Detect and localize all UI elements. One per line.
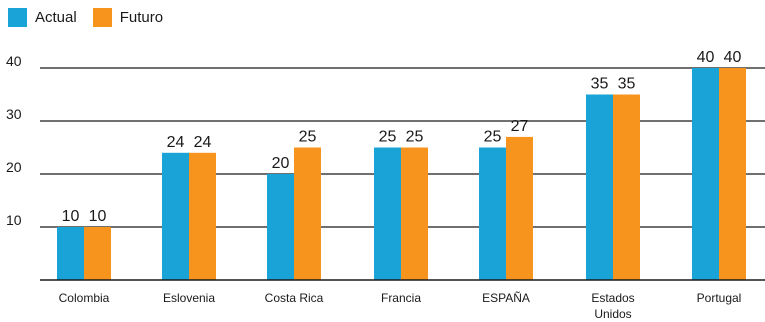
data-label-futuro: 27 [511,118,529,135]
bar-actual [57,227,84,280]
x-tick-label: Estados [591,291,634,305]
bar-actual [692,68,719,280]
legend-label-actual: Actual [35,9,77,26]
data-label-actual: 40 [697,49,715,66]
x-tick-label: Portugal [697,291,742,305]
x-tick-label: Eslovenia [163,291,215,305]
legend: Actual Futuro [8,8,163,27]
bar-actual [586,94,613,280]
legend-item-futuro: Futuro [92,8,164,27]
data-label-futuro: 24 [194,134,212,151]
bar-futuro [294,147,321,280]
data-label-futuro: 40 [724,49,742,66]
y-tick-label: 30 [6,106,22,122]
bar-futuro [506,136,533,280]
legend-item-actual: Actual [8,8,77,27]
x-tick-label: Francia [381,291,421,305]
x-tick-label: Costa Rica [265,291,324,305]
x-tick-label: Unidos [594,307,631,321]
bar-futuro [189,152,216,280]
data-label-actual: 24 [167,134,185,151]
bar-futuro [613,94,640,280]
bar-futuro [401,147,428,280]
legend-label-futuro: Futuro [119,9,164,26]
data-label-futuro: 25 [406,129,424,146]
bar-actual [267,174,294,280]
bar-actual [162,152,189,280]
x-tick-label: Colombia [59,291,110,305]
data-label-futuro: 10 [89,208,107,225]
y-tick-label: 20 [6,159,22,175]
data-label-actual: 35 [591,76,609,93]
x-tick-label: ESPAÑA [482,291,530,305]
legend-swatch-futuro [92,8,112,27]
data-label-actual: 10 [62,208,80,225]
bar-futuro [84,227,111,280]
bar-futuro [719,68,746,280]
data-label-actual: 25 [379,129,397,146]
legend-swatch-actual [8,8,27,27]
data-label-actual: 25 [484,129,502,146]
data-label-futuro: 25 [299,129,317,146]
data-label-actual: 20 [272,155,290,172]
bar-actual [374,147,401,280]
bar-actual [479,147,506,280]
y-tick-label: 40 [6,53,22,69]
data-label-futuro: 35 [618,76,636,93]
y-tick-label: 10 [6,212,22,228]
